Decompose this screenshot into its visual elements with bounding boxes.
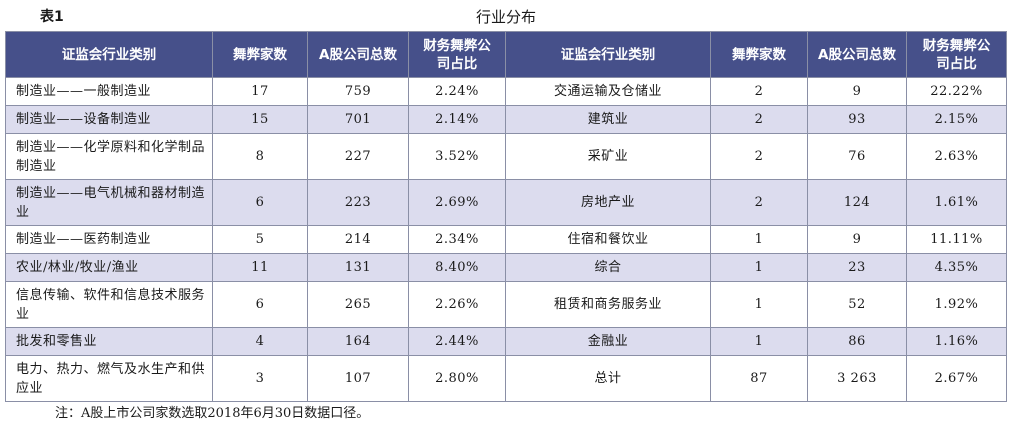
fraud-count-left-cell: 15 bbox=[212, 105, 308, 134]
total-left-cell: 131 bbox=[307, 253, 409, 282]
category-left-cell: 批发和零售业 bbox=[5, 327, 213, 356]
total-right-cell: 76 bbox=[807, 133, 907, 180]
total-right-cell: 124 bbox=[807, 179, 907, 226]
category-right-cell: 总计 bbox=[505, 355, 711, 402]
total-left-cell: 265 bbox=[307, 281, 409, 328]
fraud-count-right-cell: 2 bbox=[710, 133, 808, 180]
total-left-cell: 164 bbox=[307, 327, 409, 356]
fraud-count-right-cell: 1 bbox=[710, 225, 808, 254]
fraud-count-left-cell: 8 bbox=[212, 133, 308, 180]
ratio-right-cell: 2.67% bbox=[906, 355, 1007, 402]
header-total-left: A股公司总数 bbox=[307, 31, 409, 78]
fraud-count-left-cell: 4 bbox=[212, 327, 308, 356]
total-right-cell: 9 bbox=[807, 77, 907, 106]
total-right-cell: 23 bbox=[807, 253, 907, 282]
fraud-count-left-cell: 11 bbox=[212, 253, 308, 282]
total-right-cell: 9 bbox=[807, 225, 907, 254]
category-left-cell: 制造业——设备制造业 bbox=[5, 105, 213, 134]
ratio-right-cell: 2.15% bbox=[906, 105, 1007, 134]
ratio-left-cell: 2.44% bbox=[408, 327, 506, 356]
total-right-cell: 86 bbox=[807, 327, 907, 356]
header-ratio-left: 财务舞弊公司占比 bbox=[408, 31, 506, 78]
total-left-cell: 214 bbox=[307, 225, 409, 254]
fraud-count-left-cell: 6 bbox=[212, 179, 308, 226]
ratio-left-cell: 2.14% bbox=[408, 105, 506, 134]
total-left-cell: 223 bbox=[307, 179, 409, 226]
header-row: 证监会行业类别 舞弊家数 A股公司总数 财务舞弊公司占比 证监会行业类别 舞弊家… bbox=[5, 31, 1007, 78]
fraud-count-right-cell: 87 bbox=[710, 355, 808, 402]
fraud-count-left-cell: 3 bbox=[212, 355, 308, 402]
fraud-count-left-cell: 17 bbox=[212, 77, 308, 106]
fraud-count-left-cell: 5 bbox=[212, 225, 308, 254]
fraud-count-right-cell: 2 bbox=[710, 77, 808, 106]
category-left-cell: 制造业——化学原料和化学制品制造业 bbox=[5, 133, 213, 180]
table-row: 制造业——一般制造业 17 759 2.24% 交通运输及仓储业 2 9 22.22% bbox=[5, 77, 1007, 106]
table-row: 制造业——设备制造业 15 701 2.14% 建筑业 2 93 2.15% bbox=[5, 105, 1007, 134]
fraud-count-right-cell: 2 bbox=[710, 105, 808, 134]
ratio-right-cell: 1.61% bbox=[906, 179, 1007, 226]
header-fraud-count-right: 舞弊家数 bbox=[710, 31, 808, 78]
category-right-cell: 住宿和餐饮业 bbox=[505, 225, 711, 254]
total-right-cell: 93 bbox=[807, 105, 907, 134]
category-right-cell: 租赁和商务服务业 bbox=[505, 281, 711, 328]
category-left-cell: 制造业——一般制造业 bbox=[5, 77, 213, 106]
ratio-right-cell: 11.11% bbox=[906, 225, 1007, 254]
ratio-right-cell: 1.16% bbox=[906, 327, 1007, 356]
total-right-cell: 52 bbox=[807, 281, 907, 328]
fraud-count-right-cell: 1 bbox=[710, 253, 808, 282]
category-left-cell: 制造业——医药制造业 bbox=[5, 225, 213, 254]
ratio-right-cell: 1.92% bbox=[906, 281, 1007, 328]
fraud-count-left-cell: 6 bbox=[212, 281, 308, 328]
footnote: 注：A股上市公司家数选取2018年6月30日数据口径。 bbox=[55, 406, 370, 421]
industry-table: 证监会行业类别 舞弊家数 A股公司总数 财务舞弊公司占比 证监会行业类别 舞弊家… bbox=[5, 31, 1007, 402]
ratio-left-cell: 2.26% bbox=[408, 281, 506, 328]
category-right-cell: 交通运输及仓储业 bbox=[505, 77, 711, 106]
table-row: 信息传输、软件和信息技术服务业 6 265 2.26% 租赁和商务服务业 1 52 1.92% bbox=[5, 281, 1007, 328]
table-row: 电力、热力、燃气及水生产和供应业 3 107 2.80% 总计 87 3 263 2.67% bbox=[5, 355, 1007, 402]
fraud-count-right-cell: 1 bbox=[710, 327, 808, 356]
fraud-count-right-cell: 1 bbox=[710, 281, 808, 328]
table-row: 制造业——电气机械和器材制造业 6 223 2.69% 房地产业 2 124 1.61% bbox=[5, 179, 1007, 226]
ratio-left-cell: 2.80% bbox=[408, 355, 506, 402]
ratio-right-cell: 22.22% bbox=[906, 77, 1007, 106]
header-category-right: 证监会行业类别 bbox=[505, 31, 711, 78]
header-total-right: A股公司总数 bbox=[807, 31, 907, 78]
total-left-cell: 227 bbox=[307, 133, 409, 180]
total-right-cell: 3 263 bbox=[807, 355, 907, 402]
table-row: 制造业——化学原料和化学制品制造业 8 227 3.52% 采矿业 2 76 2.63% bbox=[5, 133, 1007, 180]
table-title: 行业分布 bbox=[475, 8, 536, 26]
table-row: 批发和零售业 4 164 2.44% 金融业 1 86 1.16% bbox=[5, 327, 1007, 356]
ratio-left-cell: 2.69% bbox=[408, 179, 506, 226]
ratio-left-cell: 2.34% bbox=[408, 225, 506, 254]
total-left-cell: 701 bbox=[307, 105, 409, 134]
ratio-left-cell: 2.24% bbox=[408, 77, 506, 106]
ratio-left-cell: 3.52% bbox=[408, 133, 506, 180]
category-right-cell: 房地产业 bbox=[505, 179, 711, 226]
total-left-cell: 107 bbox=[307, 355, 409, 402]
category-left-cell: 制造业——电气机械和器材制造业 bbox=[5, 179, 213, 226]
table-row: 农业/林业/牧业/渔业 11 131 8.40% 综合 1 23 4.35% bbox=[5, 253, 1007, 282]
header-fraud-count-left: 舞弊家数 bbox=[212, 31, 308, 78]
category-right-cell: 采矿业 bbox=[505, 133, 711, 180]
category-left-cell: 信息传输、软件和信息技术服务业 bbox=[5, 281, 213, 328]
category-left-cell: 农业/林业/牧业/渔业 bbox=[5, 253, 213, 282]
ratio-left-cell: 8.40% bbox=[408, 253, 506, 282]
ratio-right-cell: 2.63% bbox=[906, 133, 1007, 180]
table-caption: 表1 bbox=[40, 9, 64, 25]
ratio-right-cell: 4.35% bbox=[906, 253, 1007, 282]
category-right-cell: 综合 bbox=[505, 253, 711, 282]
category-left-cell: 电力、热力、燃气及水生产和供应业 bbox=[5, 355, 213, 402]
header-ratio-right: 财务舞弊公司占比 bbox=[906, 31, 1007, 78]
table-row: 制造业——医药制造业 5 214 2.34% 住宿和餐饮业 1 9 11.11% bbox=[5, 225, 1007, 254]
header-category-left: 证监会行业类别 bbox=[5, 31, 213, 78]
total-left-cell: 759 bbox=[307, 77, 409, 106]
category-right-cell: 金融业 bbox=[505, 327, 711, 356]
fraud-count-right-cell: 2 bbox=[710, 179, 808, 226]
category-right-cell: 建筑业 bbox=[505, 105, 711, 134]
